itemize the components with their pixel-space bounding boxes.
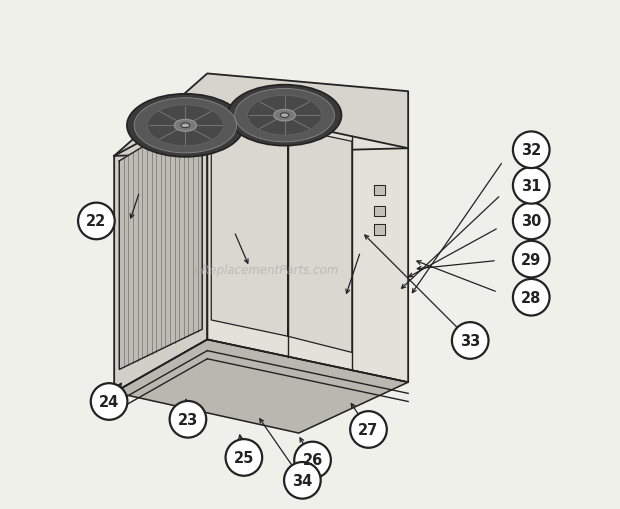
Polygon shape	[374, 225, 384, 235]
Text: 30: 30	[521, 214, 541, 229]
Text: 23: 23	[178, 412, 198, 427]
Polygon shape	[374, 185, 384, 195]
Polygon shape	[114, 74, 408, 157]
Circle shape	[284, 462, 321, 499]
Text: 28: 28	[521, 290, 541, 305]
Ellipse shape	[134, 99, 237, 154]
Ellipse shape	[247, 96, 322, 136]
Ellipse shape	[127, 95, 244, 158]
Text: 24: 24	[99, 394, 119, 409]
Polygon shape	[211, 112, 288, 336]
Circle shape	[78, 203, 115, 240]
Ellipse shape	[228, 86, 342, 147]
Text: eReplacementParts.com: eReplacementParts.com	[195, 263, 339, 276]
Circle shape	[513, 203, 549, 240]
Circle shape	[513, 241, 549, 278]
Circle shape	[226, 439, 262, 476]
Text: 22: 22	[86, 214, 107, 229]
Text: 26: 26	[303, 453, 322, 468]
Circle shape	[350, 411, 387, 448]
Circle shape	[170, 401, 206, 438]
Circle shape	[513, 279, 549, 316]
Ellipse shape	[148, 105, 223, 147]
Polygon shape	[119, 111, 202, 370]
Ellipse shape	[274, 110, 295, 122]
Polygon shape	[114, 340, 408, 433]
Text: 29: 29	[521, 252, 541, 267]
Circle shape	[452, 323, 489, 359]
Polygon shape	[114, 106, 207, 392]
Circle shape	[294, 442, 331, 478]
Circle shape	[513, 167, 549, 204]
Text: 34: 34	[292, 473, 312, 488]
Text: 27: 27	[358, 422, 379, 437]
Circle shape	[91, 383, 127, 420]
Circle shape	[513, 132, 549, 168]
Text: 31: 31	[521, 179, 541, 193]
Text: 32: 32	[521, 143, 541, 158]
Text: 33: 33	[460, 333, 481, 348]
Text: 25: 25	[234, 450, 254, 465]
Polygon shape	[288, 128, 352, 353]
Ellipse shape	[235, 89, 334, 143]
Ellipse shape	[181, 124, 190, 128]
Polygon shape	[207, 106, 408, 382]
Polygon shape	[374, 206, 384, 216]
Ellipse shape	[174, 120, 197, 132]
Ellipse shape	[280, 114, 289, 118]
